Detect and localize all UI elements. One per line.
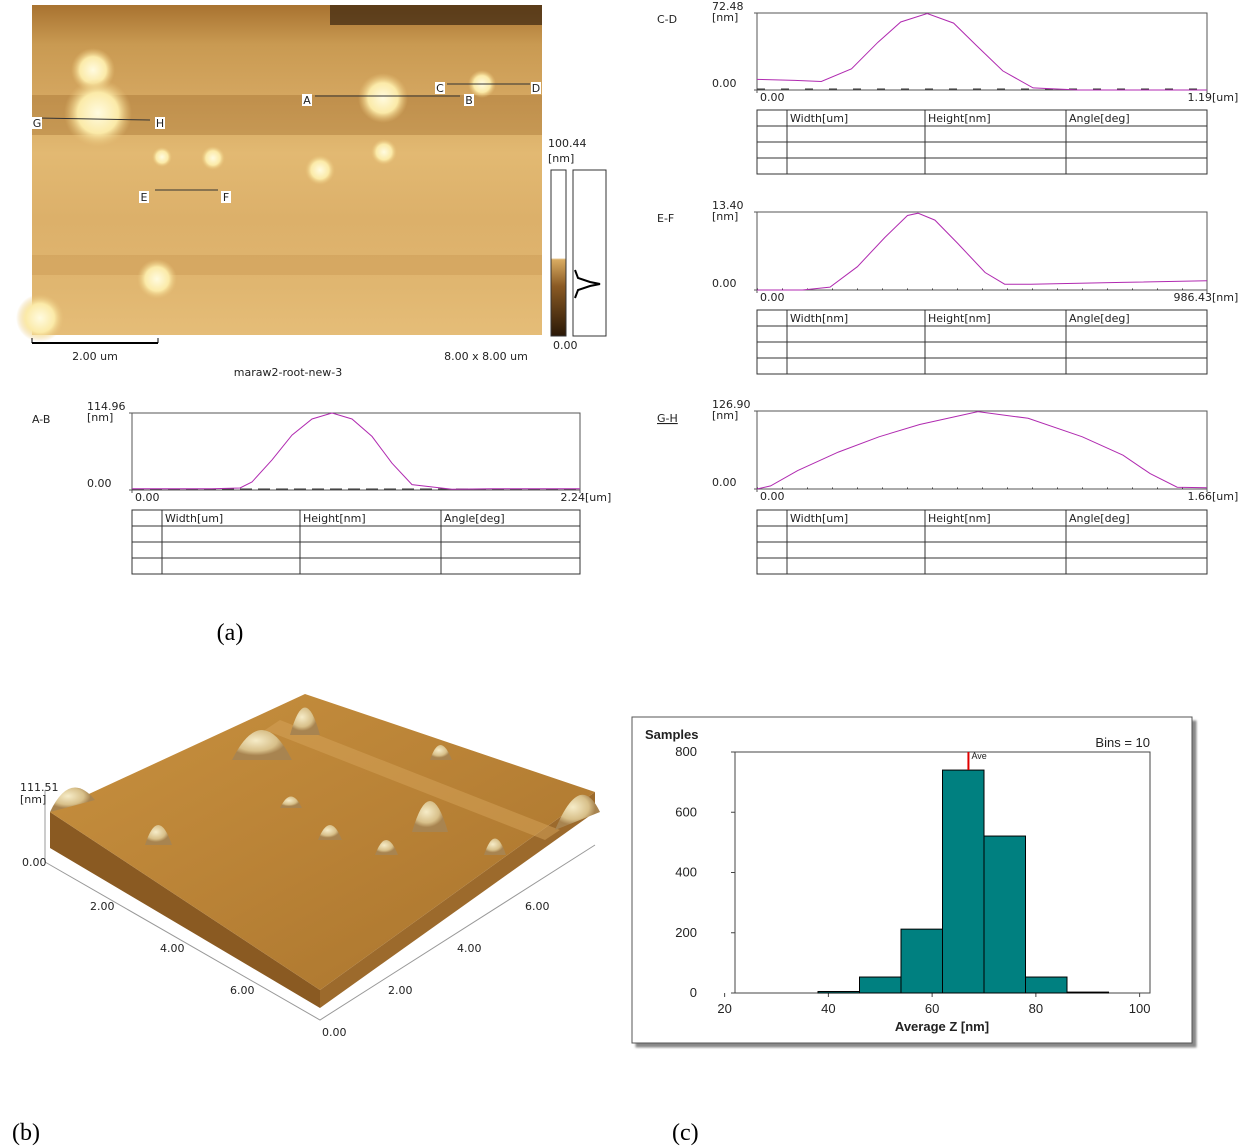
x-tick-label: 1.19 bbox=[1188, 91, 1213, 104]
x-axis-label: 2.00 bbox=[90, 900, 115, 913]
y-axis-label: Samples bbox=[645, 727, 698, 742]
colorbar-histogram bbox=[573, 170, 606, 336]
x-axis-label: [um] bbox=[585, 491, 611, 504]
x-tick-label: 40 bbox=[821, 1001, 835, 1016]
afm-image bbox=[16, 5, 542, 342]
bar bbox=[984, 836, 1026, 993]
table-header: Height[nm] bbox=[928, 112, 991, 125]
y-tick-label: 0 bbox=[690, 985, 697, 1000]
y-tick-label: 400 bbox=[675, 865, 697, 880]
profile-title: E-F bbox=[657, 212, 674, 225]
y-axis-label: 4.00 bbox=[457, 942, 482, 955]
table-header: Width[um] bbox=[165, 512, 223, 525]
y-tick-label: 114.96 bbox=[87, 400, 126, 413]
x-tick-label: 0.00 bbox=[760, 490, 785, 503]
table-header: Angle[deg] bbox=[1069, 512, 1130, 525]
average-label: Ave bbox=[971, 751, 986, 761]
x-tick-label: 0.00 bbox=[135, 491, 160, 504]
x-axis-label: [nm] bbox=[1212, 291, 1238, 304]
plot-frame bbox=[757, 212, 1207, 290]
annotation: Bins = 10 bbox=[1095, 735, 1150, 750]
figure: A B C D E F G H 100.44 [nm] 0.00 2.00 um 8.00 x… bbox=[0, 0, 1248, 1147]
x-axis-label: 4.00 bbox=[160, 942, 185, 955]
x-tick-label: 20 bbox=[717, 1001, 731, 1016]
y-tick-label: 13.40 bbox=[712, 199, 744, 212]
x-tick-label: 100 bbox=[1129, 1001, 1151, 1016]
bar bbox=[818, 991, 860, 993]
table-header: Height[nm] bbox=[928, 512, 991, 525]
marker-label: A bbox=[303, 94, 311, 107]
x-axis-label: [um] bbox=[1212, 490, 1238, 503]
x-tick-label: 986.43 bbox=[1174, 291, 1213, 304]
bar bbox=[901, 929, 943, 993]
table-header: Width[nm] bbox=[790, 312, 848, 325]
y-axis-label: 6.00 bbox=[525, 900, 550, 913]
y-tick-label: 72.48 bbox=[712, 0, 744, 13]
table-header: Angle[deg] bbox=[1069, 312, 1130, 325]
image-size: 8.00 x 8.00 um bbox=[444, 350, 528, 363]
marker-label: H bbox=[156, 117, 164, 130]
y-tick-label: 0.00 bbox=[87, 477, 112, 490]
y-tick-label: 126.90 bbox=[712, 398, 751, 411]
y-tick-label: 0.00 bbox=[712, 476, 737, 489]
y-axis-label: 0.00 bbox=[322, 1026, 347, 1039]
z-min: 0.00 bbox=[22, 856, 47, 869]
marker-label: E bbox=[141, 191, 148, 204]
table-header: Height[nm] bbox=[928, 312, 991, 325]
y-axis-label: 2.00 bbox=[388, 984, 413, 997]
plot-frame bbox=[132, 413, 580, 490]
z-unit: [nm] bbox=[20, 793, 46, 806]
panel-label: (c) bbox=[672, 1120, 699, 1146]
x-axis-label: [um] bbox=[1212, 91, 1238, 104]
y-tick-label: 0.00 bbox=[712, 277, 737, 290]
colorbar bbox=[551, 170, 566, 336]
table-header: Width[um] bbox=[790, 512, 848, 525]
x-axis-label: Average Z [nm] bbox=[895, 1019, 989, 1034]
filename: maraw2-root-new-3 bbox=[234, 366, 342, 379]
bar bbox=[1067, 992, 1109, 993]
afm-band bbox=[32, 255, 542, 275]
x-tick-label: 1.66 bbox=[1188, 490, 1213, 503]
table-header: Angle[deg] bbox=[1069, 112, 1130, 125]
x-tick-label: 0.00 bbox=[760, 91, 785, 104]
y-tick-label: 600 bbox=[675, 804, 697, 819]
plot-frame bbox=[757, 411, 1207, 489]
table-header: Height[nm] bbox=[303, 512, 366, 525]
afm-band bbox=[330, 5, 542, 25]
panel-label: (a) bbox=[217, 620, 244, 646]
bar bbox=[1026, 977, 1068, 993]
x-axis-label: 6.00 bbox=[230, 984, 255, 997]
y-tick-label: 200 bbox=[675, 925, 697, 940]
colorbar-min: 0.00 bbox=[553, 339, 578, 352]
profile-title: G-H bbox=[657, 412, 678, 425]
bar bbox=[943, 770, 985, 993]
y-tick-label: 800 bbox=[675, 744, 697, 759]
marker-label: D bbox=[532, 82, 540, 95]
marker-label: G bbox=[33, 117, 42, 130]
marker-label: B bbox=[465, 94, 473, 107]
colorbar-unit: [nm] bbox=[548, 152, 574, 165]
marker-label: F bbox=[223, 191, 229, 204]
profile-title: A-B bbox=[32, 413, 50, 426]
x-tick-label: 60 bbox=[925, 1001, 939, 1016]
table-header: Width[um] bbox=[790, 112, 848, 125]
surface-3d bbox=[45, 694, 600, 1020]
x-tick-label: 2.24 bbox=[561, 491, 586, 504]
panel-label: (b) bbox=[12, 1120, 40, 1146]
table-header: Angle[deg] bbox=[444, 512, 505, 525]
x-tick-label: 80 bbox=[1029, 1001, 1043, 1016]
marker-label: C bbox=[436, 82, 444, 95]
bar bbox=[860, 977, 902, 993]
scale-bar-label: 2.00 um bbox=[72, 350, 118, 363]
profile-title: C-D bbox=[657, 13, 677, 26]
colorbar-max: 100.44 bbox=[548, 137, 587, 150]
y-tick-label: 0.00 bbox=[712, 77, 737, 90]
x-tick-label: 0.00 bbox=[760, 291, 785, 304]
